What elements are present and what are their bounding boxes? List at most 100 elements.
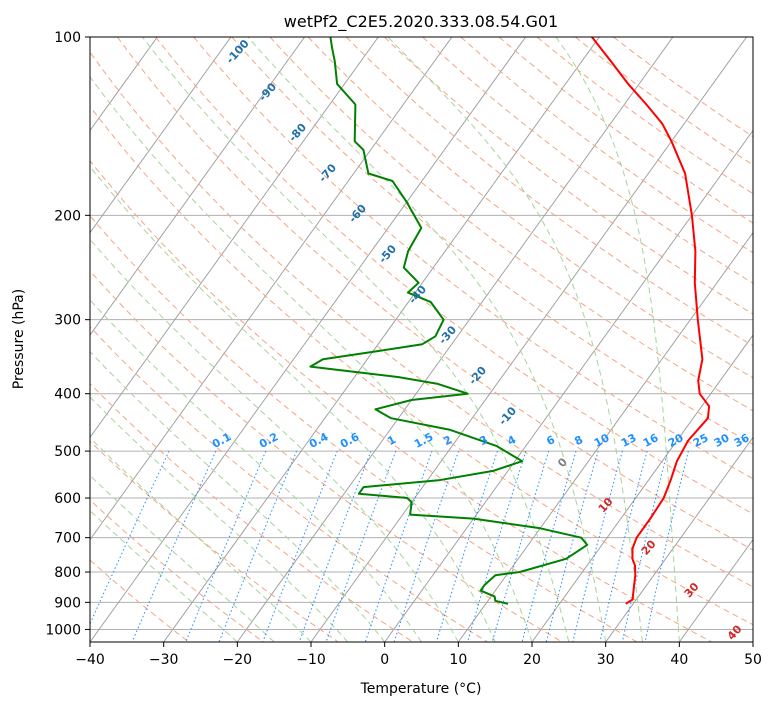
mixing-ratio-label: 20 <box>666 431 686 450</box>
moist-adiabat-line <box>90 165 496 642</box>
mixing-ratio-line <box>572 450 623 642</box>
mixing-ratio-line <box>491 450 550 642</box>
isotherm-lines <box>0 37 753 642</box>
mixing-ratio-line <box>521 450 577 642</box>
dry-adiabat-label: -70 <box>316 161 339 185</box>
mixing-ratio-line <box>262 450 338 642</box>
dry-adiabat-label: 30 <box>682 580 702 600</box>
mixing-ratio-lines <box>90 450 689 642</box>
dry-adiabat-line <box>90 382 414 642</box>
moist-adiabat-line <box>247 37 607 642</box>
y-tick-label: 800 <box>54 565 81 581</box>
dry-adiabat-line <box>193 37 753 480</box>
dry-adiabat-line <box>498 37 753 224</box>
isotherm-line <box>752 641 753 642</box>
y-tick-label: 300 <box>54 313 81 329</box>
mixing-ratio-line <box>131 450 217 642</box>
dry-adiabat-line <box>384 37 753 315</box>
isotherm-line <box>0 37 10 642</box>
mixing-ratio-line <box>364 450 433 642</box>
x-tick-label: 20 <box>523 652 541 668</box>
dry-adiabat-lines <box>90 37 753 642</box>
mixing-ratio-label: 16 <box>641 431 661 450</box>
moist-adiabat-line <box>90 238 459 642</box>
y-tick-label: 100 <box>54 30 81 46</box>
chart-title: wetPf2_C2E5.2020.333.08.54.G01 <box>284 12 558 32</box>
isotherm-line <box>90 37 379 439</box>
x-tick-label: 30 <box>597 652 615 668</box>
mixing-ratio-line <box>467 450 527 642</box>
dry-adiabat-line <box>90 51 753 588</box>
y-tick-label: 900 <box>54 595 81 611</box>
y-tick-label: 1000 <box>45 622 81 638</box>
isotherm-line <box>457 231 753 642</box>
dry-adiabat-label: 0 <box>555 455 570 470</box>
moist-adiabat-line <box>142 37 570 642</box>
isotherm-line <box>678 538 753 642</box>
dry-adiabat-label: -10 <box>496 404 519 428</box>
dry-adiabat-label: -50 <box>376 242 399 266</box>
moist-adiabat-line <box>90 437 312 642</box>
plot-area: -100-90-80-70-60-50-40-30-20-10010203040… <box>0 37 753 642</box>
y-tick-label: 600 <box>54 491 81 507</box>
mixing-ratio-line <box>545 450 599 642</box>
moist-adiabat-line <box>90 299 422 642</box>
dry-adiabat-label: -20 <box>466 364 489 388</box>
mixing-ratio-label: 1.5 <box>412 430 435 451</box>
mixing-ratio-line <box>393 450 460 642</box>
moist-adiabat-line <box>90 351 386 642</box>
isotherm-line <box>90 37 453 541</box>
dry-adiabat-line <box>307 37 753 379</box>
x-tick-label: 50 <box>744 652 762 668</box>
x-axis-label: Temperature (°C) <box>360 681 482 697</box>
mixing-ratio-label: 10 <box>592 431 612 450</box>
dry-adiabat-line <box>90 105 753 626</box>
isotherm-line <box>531 334 753 642</box>
isotherm-line <box>163 37 600 642</box>
dry-adiabat-label: 20 <box>639 537 659 557</box>
x-tick-label: −40 <box>75 652 105 668</box>
dewpoint-profile <box>309 37 589 605</box>
x-tick-label: −30 <box>149 652 179 668</box>
dry-adiabat-line <box>231 37 753 445</box>
pressure-gridlines <box>90 37 753 630</box>
dry-adiabat-line <box>90 214 638 642</box>
y-tick-label: 400 <box>54 387 81 403</box>
isotherm-line <box>90 37 526 642</box>
dry-adiabat-line <box>90 499 264 642</box>
dry-adiabat-label: -90 <box>256 80 279 104</box>
dry-adiabat-line <box>90 160 712 642</box>
x-tick-label: 10 <box>449 652 467 668</box>
dry-adiabat-line <box>269 37 753 412</box>
mixing-ratio-line <box>185 450 267 642</box>
mixing-ratio-label: 8 <box>572 433 585 448</box>
isotherm-line <box>90 37 232 234</box>
dry-adiabat-line <box>155 37 753 515</box>
y-tick-label: 200 <box>54 208 81 224</box>
isotherm-line <box>384 129 753 642</box>
mixing-ratio-label: 1 <box>385 433 398 448</box>
mixing-ratio-line <box>90 450 170 626</box>
mixing-ratio-label: 0.4 <box>307 430 331 451</box>
mixing-ratio-line <box>621 450 669 642</box>
y-tick-label: 700 <box>54 531 81 547</box>
dry-adiabat-line <box>422 37 753 284</box>
mixing-ratio-label: 6 <box>544 433 557 448</box>
dry-adiabat-line <box>613 37 753 138</box>
mixing-ratio-line <box>325 450 397 642</box>
temperature-profile <box>591 37 711 605</box>
moist-adiabat-line <box>90 76 533 642</box>
x-tick-label: −20 <box>223 652 253 668</box>
moist-adiabat-line <box>387 37 643 642</box>
moist-adiabat-line <box>90 396 349 642</box>
dry-adiabat-line <box>90 270 563 642</box>
moist-adiabat-line <box>90 474 275 642</box>
dry-adiabat-line <box>345 37 753 347</box>
dry-adiabat-label: -80 <box>286 121 309 145</box>
x-tick-label: −10 <box>296 652 326 668</box>
dry-adiabat-label: 40 <box>725 622 745 642</box>
moist-adiabat-line <box>555 37 680 642</box>
sounding-series <box>309 37 711 605</box>
